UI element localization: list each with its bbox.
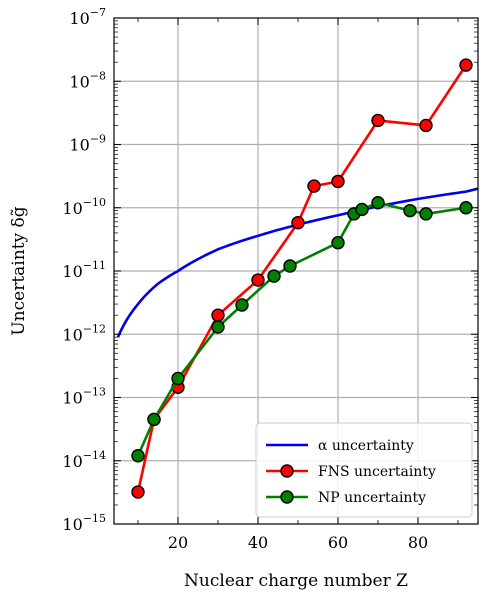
data-point xyxy=(211,320,225,334)
data-point xyxy=(147,412,161,427)
series-layer xyxy=(116,58,478,499)
x-axis-label: Nuclear charge number Z xyxy=(184,571,408,591)
legend-box xyxy=(255,422,473,518)
y-tick-label: 10−13 xyxy=(62,386,106,408)
y-tick-label: 10−8 xyxy=(69,69,106,91)
legend-marker xyxy=(280,490,294,504)
y-tick-label: 10−11 xyxy=(62,259,106,281)
data-point xyxy=(371,196,385,210)
data-point xyxy=(459,201,473,215)
x-tick-label: 80 xyxy=(408,533,428,552)
data-point xyxy=(371,113,385,128)
data-point xyxy=(283,259,297,273)
data-point xyxy=(419,118,433,133)
legend-entry: α uncertainty xyxy=(318,438,414,454)
data-point xyxy=(403,203,417,218)
y-axis-label: Uncertainty δg̃ xyxy=(9,206,29,335)
y-tick-label: 10−7 xyxy=(69,6,106,28)
y-tick-label: 10−10 xyxy=(62,196,106,218)
series-0 xyxy=(116,187,478,338)
y-tick-label: 10−9 xyxy=(69,133,106,155)
data-point xyxy=(331,174,345,189)
legend-entry: FNS uncertainty xyxy=(318,464,436,480)
ticks: 20 40 60 80 10−15 10−14 10−13 10−12 10−11 10−10 10… xyxy=(62,6,478,552)
y-tick-label: 10−12 xyxy=(62,322,106,344)
data-point xyxy=(251,273,265,287)
data-point xyxy=(131,485,145,499)
data-point xyxy=(355,202,369,217)
data-point xyxy=(459,58,473,72)
series-line xyxy=(136,201,467,457)
series-2 xyxy=(131,196,473,463)
data-point xyxy=(131,449,145,463)
y-tick-label: 10−15 xyxy=(62,512,106,534)
series-line xyxy=(116,187,478,338)
x-tick-label: 40 xyxy=(248,533,268,552)
data-point xyxy=(235,298,249,312)
x-tick-label: 20 xyxy=(168,533,188,552)
data-point xyxy=(419,207,433,221)
legend: α uncertainty FNS uncertainty NP uncertain… xyxy=(255,422,473,518)
x-tick-label: 60 xyxy=(328,533,348,552)
data-point xyxy=(331,236,345,250)
data-point xyxy=(211,308,225,322)
data-point xyxy=(171,371,185,386)
data-point xyxy=(291,216,305,230)
y-tick-label: 10−14 xyxy=(62,449,106,471)
data-point xyxy=(307,179,321,193)
legend-entry: NP uncertainty xyxy=(318,490,426,506)
data-point xyxy=(267,269,281,283)
legend-marker xyxy=(280,464,294,478)
